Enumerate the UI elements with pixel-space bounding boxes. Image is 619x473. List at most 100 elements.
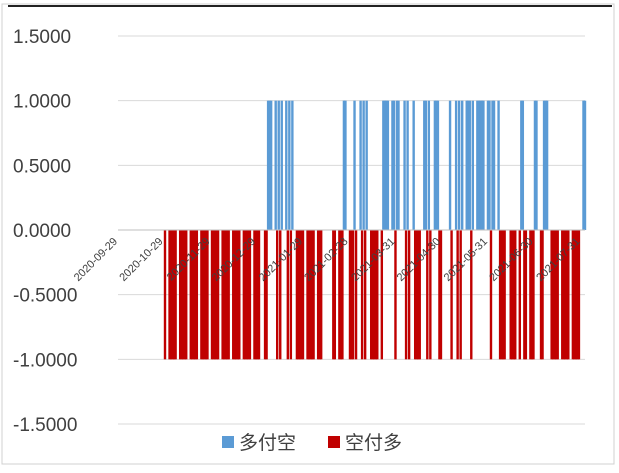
bar	[238, 230, 241, 360]
bar	[503, 230, 506, 360]
bar	[417, 230, 420, 360]
bar	[263, 230, 267, 360]
bar	[514, 230, 517, 360]
bar	[298, 230, 302, 360]
bar	[279, 230, 282, 360]
bar	[212, 230, 215, 360]
bar	[448, 100, 452, 230]
bar	[520, 100, 523, 230]
bar	[574, 230, 578, 360]
bar	[363, 230, 367, 360]
bar	[551, 230, 555, 360]
bar	[318, 230, 321, 360]
bar	[309, 230, 312, 360]
bar	[306, 230, 309, 360]
bar	[456, 230, 459, 360]
bar	[266, 100, 270, 230]
bar	[289, 230, 293, 360]
bar	[277, 100, 280, 230]
bar	[351, 230, 355, 360]
bar	[191, 230, 194, 360]
bar	[232, 230, 235, 360]
bar	[280, 100, 283, 230]
bar	[571, 230, 575, 360]
bar	[524, 230, 528, 360]
bar	[203, 230, 206, 360]
bar	[391, 100, 394, 230]
bar	[556, 230, 559, 360]
bar	[312, 230, 315, 360]
bar	[365, 100, 368, 230]
y-tick-label: 1.5000	[13, 27, 71, 48]
bar	[301, 230, 305, 360]
bar	[426, 230, 429, 360]
bar	[532, 230, 535, 360]
bar	[554, 230, 558, 360]
legend-swatch	[328, 436, 340, 448]
bar	[360, 230, 364, 360]
bar	[412, 100, 415, 230]
y-tick-label: -1.0000	[13, 350, 77, 371]
y-tick-label: 0.0000	[13, 221, 71, 242]
bar	[200, 230, 203, 360]
bar	[497, 100, 500, 230]
bar	[227, 230, 230, 360]
bar	[359, 100, 362, 230]
bar	[439, 230, 443, 360]
bar	[380, 230, 384, 360]
bar	[576, 230, 579, 360]
bar	[423, 100, 426, 230]
bar	[182, 230, 185, 360]
bar	[316, 230, 320, 360]
bar	[253, 230, 256, 360]
bar	[225, 230, 229, 360]
bar	[370, 230, 373, 360]
bar	[479, 100, 482, 230]
bar	[404, 230, 408, 360]
bar	[518, 230, 521, 360]
legend-label: 多付空	[239, 432, 296, 454]
bar	[285, 100, 288, 230]
bar	[465, 100, 468, 230]
bar	[471, 100, 474, 230]
bar	[174, 230, 177, 360]
bar	[235, 230, 238, 360]
bar	[450, 230, 453, 360]
bar	[288, 100, 291, 230]
bar	[418, 230, 421, 360]
bar	[274, 100, 277, 230]
bar	[354, 230, 358, 360]
bar	[541, 230, 544, 360]
bar	[233, 230, 236, 360]
bar	[172, 230, 176, 360]
bar	[185, 230, 188, 360]
bar	[476, 100, 479, 230]
bar	[573, 230, 576, 360]
bar	[436, 100, 440, 230]
bar	[171, 230, 174, 360]
bar	[341, 230, 344, 360]
bar	[268, 100, 271, 230]
bar	[338, 230, 341, 360]
bar	[168, 230, 171, 360]
bars	[163, 100, 587, 360]
bar	[529, 230, 532, 360]
bar	[163, 230, 167, 360]
bar	[319, 230, 323, 360]
bar	[415, 230, 418, 360]
bar	[256, 230, 259, 360]
y-tick-label: 1.0000	[13, 92, 71, 113]
bar	[429, 230, 432, 360]
bar	[413, 230, 417, 360]
bar	[561, 230, 564, 360]
bar	[500, 230, 503, 360]
bar	[567, 230, 570, 360]
bar	[501, 230, 505, 360]
bar	[224, 230, 227, 360]
bar	[169, 230, 173, 360]
bar	[300, 230, 303, 360]
bar	[512, 230, 515, 360]
bar	[489, 230, 493, 360]
